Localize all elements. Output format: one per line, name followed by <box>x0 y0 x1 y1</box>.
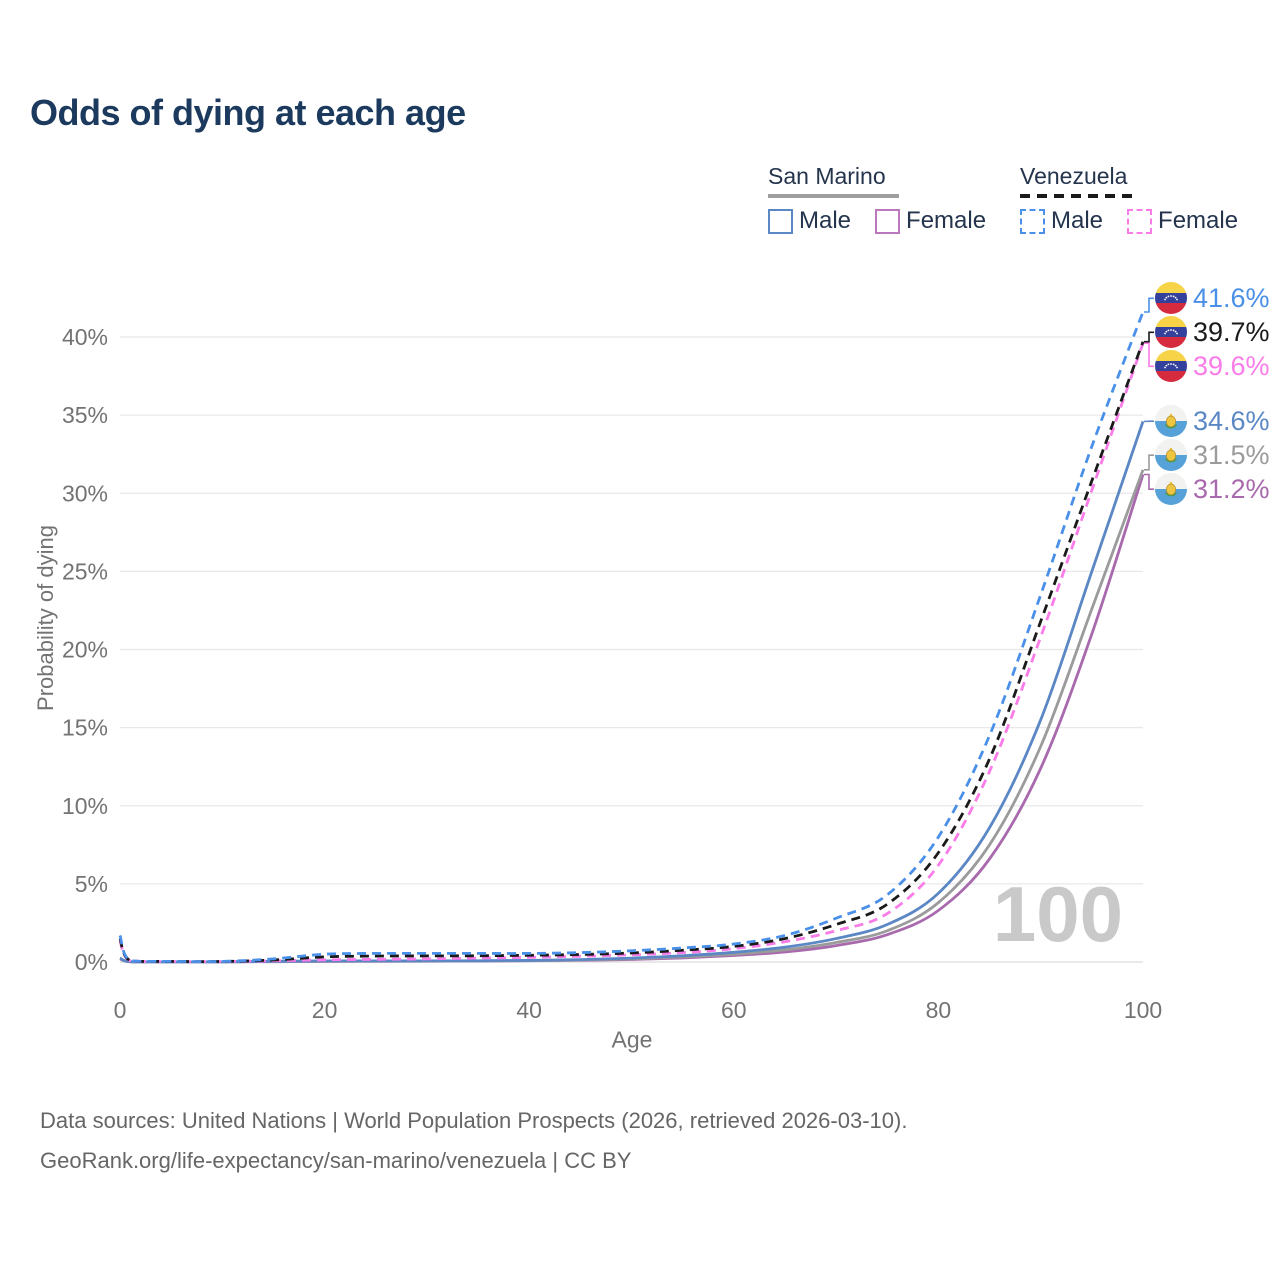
y-tick-label: 35% <box>62 402 108 428</box>
series-line-venezuela-total[interactable] <box>118 341 1145 963</box>
end-label-connector <box>1144 297 1154 313</box>
series-line-venezuela-female[interactable] <box>118 342 1145 964</box>
legend-item-label: Male <box>799 207 852 234</box>
legend-group-venezuela: Venezuela Male Female <box>1020 163 1238 235</box>
attribution-line: GeoRank.org/life-expectancy/san-marino/v… <box>40 1148 632 1173</box>
end-label-venezuela-total: 39.7% <box>1155 316 1270 349</box>
venezuela-flag-icon <box>1155 282 1187 315</box>
end-label-value: 39.6% <box>1193 351 1270 382</box>
legend-item-label: Female <box>1158 207 1239 234</box>
legend-swatch-icon <box>875 208 901 234</box>
legend-item-label: Male <box>1051 207 1104 234</box>
end-label-value: 34.6% <box>1193 406 1270 437</box>
legend-item-venezuela-male[interactable]: Male <box>1020 207 1103 235</box>
legend-swatch-icon <box>1020 208 1045 234</box>
end-label-venezuela-female: 39.6% <box>1155 350 1270 383</box>
series-line-venezuela-male[interactable] <box>118 311 1145 963</box>
chart-title: Odds of dying at each age <box>30 92 466 133</box>
legend-item-san-marino-female[interactable]: Female <box>875 207 986 235</box>
x-tick-label: 20 <box>312 997 338 1023</box>
legend-item-san-marino-male[interactable]: Male <box>768 207 851 235</box>
age-counter-watermark: 100 <box>993 870 1123 958</box>
series-line-san-marino-total[interactable] <box>119 469 1145 964</box>
end-label-san-marino-male: 34.6% <box>1155 405 1270 438</box>
series-line-san-marino-male[interactable] <box>119 420 1145 964</box>
legend-line-sample-san-marino <box>768 194 899 198</box>
legend-group-san-marino: San Marino Male Female <box>768 163 986 235</box>
end-label-value: 39.7% <box>1193 317 1270 348</box>
series-line-san-marino-female[interactable] <box>119 474 1145 964</box>
legend-swatch-icon <box>768 208 793 234</box>
legend-country-label-san-marino: San Marino <box>768 163 886 189</box>
y-tick-label: 15% <box>62 715 108 741</box>
end-label-connector <box>1144 342 1154 368</box>
san-marino-flag-icon <box>1155 405 1187 438</box>
san-marino-flag-icon <box>1155 439 1187 472</box>
x-tick-label: 60 <box>721 997 747 1023</box>
y-tick-label: 25% <box>62 558 108 584</box>
san-marino-flag-icon <box>1155 473 1187 506</box>
footer: Data sources: United Nations | World Pop… <box>40 1108 907 1188</box>
end-label-connector <box>1144 331 1154 343</box>
y-tick-label: 10% <box>62 793 108 819</box>
legend-item-venezuela-female[interactable]: Female <box>1127 207 1238 235</box>
y-axis-title: Probability of dying <box>33 525 58 711</box>
x-tick-label: 100 <box>1124 997 1162 1023</box>
y-tick-label: 40% <box>62 324 108 350</box>
x-tick-label: 80 <box>926 997 952 1023</box>
legend-line-sample-venezuela <box>1020 194 1138 198</box>
end-label-san-marino-female: 31.2% <box>1155 473 1270 506</box>
legend-country-label-venezuela: Venezuela <box>1020 163 1128 189</box>
end-label-connector <box>1144 454 1154 471</box>
end-label-venezuela-male: 41.6% <box>1155 282 1270 315</box>
x-tick-label: 40 <box>516 997 542 1023</box>
legend-item-label: Female <box>906 207 987 234</box>
y-tick-label: 30% <box>62 480 108 506</box>
y-tick-label: 20% <box>62 637 108 663</box>
end-label-value: 31.5% <box>1193 440 1270 471</box>
end-label-value: 41.6% <box>1193 283 1270 314</box>
venezuela-flag-icon <box>1155 350 1187 383</box>
venezuela-flag-icon <box>1155 316 1187 349</box>
x-tick-label: 0 <box>114 997 127 1023</box>
legend-swatch-icon <box>1127 208 1153 234</box>
data-source-line: Data sources: United Nations | World Pop… <box>40 1108 908 1133</box>
x-axis-title: Age <box>611 1026 653 1053</box>
y-tick-label: 5% <box>75 871 108 897</box>
end-label-san-marino-total: 31.5% <box>1155 439 1270 472</box>
end-label-connector <box>1144 473 1154 491</box>
end-label-value: 31.2% <box>1193 474 1270 505</box>
y-tick-label: 0% <box>75 949 108 975</box>
